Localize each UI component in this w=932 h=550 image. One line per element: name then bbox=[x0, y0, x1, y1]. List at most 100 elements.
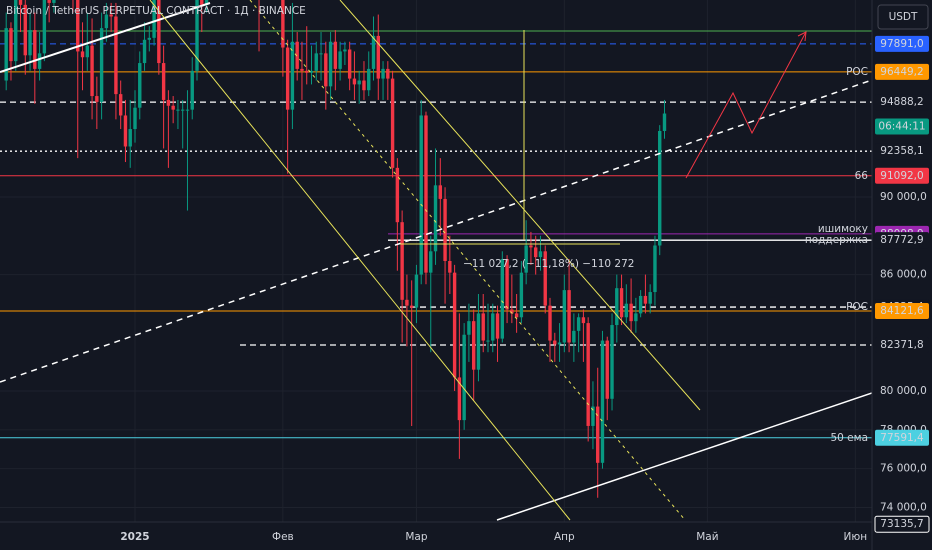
candle-body bbox=[295, 41, 299, 69]
candle-body bbox=[567, 290, 571, 343]
price-label: 77591,4 bbox=[880, 432, 924, 444]
candle-body bbox=[85, 45, 89, 58]
candle-body bbox=[395, 167, 400, 223]
candle-body bbox=[181, 109, 185, 111]
candle-body bbox=[309, 70, 314, 73]
price-label: 87772,9 bbox=[880, 234, 923, 246]
candle-body bbox=[152, 0, 156, 38]
candle-body bbox=[285, 47, 290, 110]
currency[interactable]: USDT bbox=[889, 11, 918, 23]
candle-body bbox=[190, 70, 194, 110]
candle-body bbox=[319, 53, 323, 55]
level-name: поддержка bbox=[805, 234, 868, 246]
price-label: 96449,2 bbox=[880, 66, 923, 78]
candle-body bbox=[176, 109, 180, 111]
candle-body bbox=[662, 113, 667, 131]
candle-body bbox=[37, 53, 42, 69]
candle-body bbox=[648, 292, 652, 304]
price-label: 73135,7 bbox=[880, 518, 923, 530]
candle-body bbox=[638, 295, 643, 314]
candle-body bbox=[123, 115, 128, 147]
candle-body bbox=[99, 28, 104, 102]
candle-body bbox=[553, 340, 557, 345]
channel-line bbox=[339, 0, 701, 411]
candle-body bbox=[114, 16, 118, 95]
candle-body bbox=[328, 41, 333, 87]
candle-body bbox=[476, 313, 481, 370]
candle-body bbox=[133, 107, 137, 130]
candle-body bbox=[591, 406, 595, 426]
candle-body bbox=[80, 51, 85, 58]
y-tick-label: 80 000,0 bbox=[880, 385, 927, 397]
price-label: 91092,0 bbox=[880, 170, 923, 182]
candle-body bbox=[543, 251, 547, 306]
y-tick-label: 86 000,0 bbox=[880, 269, 927, 281]
candle-body bbox=[195, 0, 199, 71]
price-label-box bbox=[875, 167, 929, 184]
currency-box[interactable] bbox=[877, 4, 929, 30]
candle-body bbox=[414, 274, 419, 308]
candle-body bbox=[419, 115, 423, 275]
level-name: POC bbox=[846, 301, 868, 313]
candle-body bbox=[491, 313, 495, 341]
x-tick-label: Фев bbox=[272, 531, 294, 543]
candle-body bbox=[4, 28, 8, 81]
candle-body bbox=[605, 340, 609, 399]
candle-body bbox=[533, 247, 538, 258]
candle-body bbox=[467, 321, 471, 335]
candle-body bbox=[142, 39, 147, 64]
candle-body bbox=[357, 80, 361, 85]
price-label-box bbox=[875, 94, 929, 111]
candle-body bbox=[33, 30, 37, 69]
candle-body bbox=[634, 313, 638, 322]
candle-body bbox=[324, 53, 328, 87]
candle-body bbox=[658, 130, 662, 246]
candle-body bbox=[362, 80, 366, 91]
candle-body bbox=[333, 41, 338, 69]
candle-body bbox=[615, 288, 619, 326]
price-label-box bbox=[875, 232, 929, 249]
candle-body bbox=[14, 0, 18, 62]
candle-body bbox=[347, 49, 352, 79]
candle-body bbox=[457, 377, 462, 421]
candles bbox=[4, 0, 667, 498]
trend-line bbox=[496, 392, 872, 521]
level-name: POC bbox=[846, 66, 868, 78]
candle-body bbox=[424, 115, 428, 273]
drawings bbox=[0, 0, 872, 521]
candle-body bbox=[576, 317, 581, 331]
candle-body bbox=[471, 321, 476, 370]
level-name: 66 bbox=[855, 170, 869, 182]
price-label-box bbox=[874, 515, 930, 533]
candle-body bbox=[438, 185, 442, 199]
price-label-box bbox=[875, 143, 929, 160]
candle-body bbox=[42, 0, 47, 54]
candle-body bbox=[462, 334, 466, 421]
projection bbox=[685, 31, 807, 179]
price-label-box bbox=[875, 336, 929, 353]
candle-body bbox=[138, 63, 142, 108]
price-label: 92358,1 bbox=[880, 145, 923, 157]
x-tick-label: Мар bbox=[405, 531, 427, 543]
candle-body bbox=[452, 272, 457, 378]
candle-body bbox=[367, 68, 371, 91]
candle-body bbox=[400, 222, 404, 300]
candle-body bbox=[381, 68, 385, 79]
candle-body bbox=[343, 49, 347, 52]
candle-body bbox=[157, 0, 161, 64]
x-tick-label: Июн bbox=[844, 531, 868, 543]
price-label: 94888,2 bbox=[880, 96, 923, 108]
candle-body bbox=[386, 68, 390, 79]
candle-body bbox=[166, 99, 171, 106]
candle-body bbox=[557, 342, 562, 345]
candle-body bbox=[18, 0, 23, 5]
price-label-box bbox=[875, 35, 929, 52]
y-tick-label: 90 000,0 bbox=[880, 191, 927, 203]
price-label: 97891,0 bbox=[880, 38, 923, 50]
candle-body bbox=[581, 317, 586, 324]
candle-body bbox=[505, 259, 509, 310]
candle-body bbox=[514, 313, 519, 318]
candle-body bbox=[281, 0, 285, 48]
